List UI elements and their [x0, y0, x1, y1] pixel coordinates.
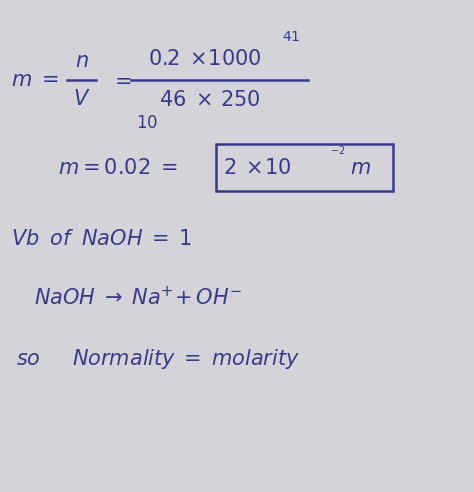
Text: $Vb\;\;of\;\;NaOH\;=\;1$: $Vb\;\;of\;\;NaOH\;=\;1$: [11, 229, 192, 248]
Text: $V$: $V$: [73, 89, 90, 109]
Text: $0.2\;\times\!1000$: $0.2\;\times\!1000$: [148, 49, 262, 69]
Text: $m$: $m$: [350, 158, 371, 178]
Text: $m = 0.02\;=$: $m = 0.02\;=$: [58, 158, 177, 178]
Text: $46\;\times\,250$: $46\;\times\,250$: [159, 90, 261, 110]
Text: $^{-2}$: $^{-2}$: [330, 146, 346, 160]
Text: $10$: $10$: [137, 114, 158, 132]
Text: $so$: $so$: [16, 348, 40, 369]
Text: $2\;\times\!10$: $2\;\times\!10$: [223, 158, 291, 178]
Text: $41$: $41$: [282, 30, 300, 44]
Text: $n$: $n$: [74, 51, 89, 71]
Text: $Normality\;=\;molarity$: $Normality\;=\;molarity$: [72, 346, 300, 370]
Text: $=$: $=$: [110, 70, 131, 90]
FancyBboxPatch shape: [216, 144, 392, 191]
Text: $m\;=\;$: $m\;=\;$: [11, 70, 58, 90]
Text: $NaOH\;\rightarrow\;Na^{+}\!+OH^{-}$: $NaOH\;\rightarrow\;Na^{+}\!+OH^{-}$: [35, 286, 243, 309]
